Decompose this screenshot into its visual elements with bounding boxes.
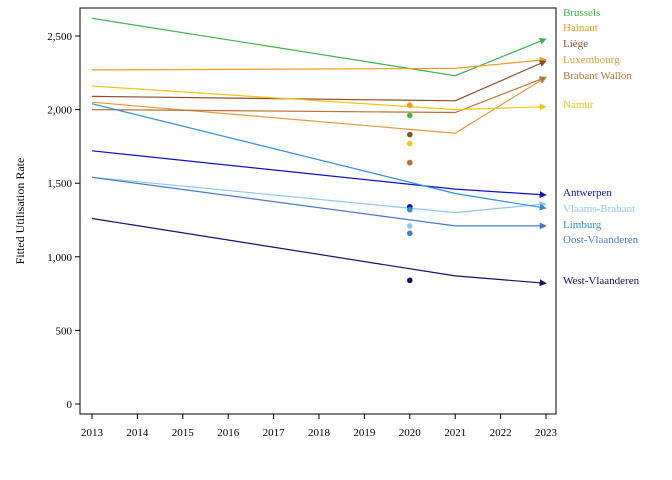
series-line-brussels [91,17,547,77]
point-2020-oost-vlaanderen [407,230,413,237]
x-tick-label: 2018 [308,427,331,439]
point-2020-brabant-wallon [407,159,413,166]
series-line-namur [91,85,547,111]
series-line-hainaut [91,56,547,71]
point-2020-brussels [407,112,413,119]
y-tick-label: 2,500 [47,31,72,43]
y-tick-label: 1,000 [47,252,72,264]
y-tick-label: 500 [56,325,73,337]
point-2020-vlaams-brabant [407,223,413,229]
axes: 0 500 1,000 1,500 2,000 2,500 2013 2014 2015 2016… [47,7,558,439]
y-tick-label: 1,500 [47,178,72,190]
series-label-brussels: Brussels [563,7,600,19]
series-line-brabant-wallon [91,76,547,114]
series-labels: Brussels Hainaut Liège Luxembourg Brabant Wa… [563,7,640,287]
series-label-namur: Namur [563,99,594,111]
series-line-liege [91,60,547,102]
series-label-luxembourg: Luxembourg [563,54,620,66]
series-label-antwerpen: Antwerpen [563,187,612,199]
x-tick-label: 2014 [126,427,149,439]
series-lines [91,17,547,287]
series-line-limburg [91,103,547,211]
y-axis-label: Fitted Utilisation Rate [13,158,27,265]
point-2020-liege [407,131,413,138]
point-2020-west-vlaanderen [407,277,413,284]
series-label-limburg: Limburg [563,219,602,231]
x-tick-label: 2016 [217,427,240,439]
y-tick-label: 2,000 [47,105,72,117]
series-label-brabant-wallon: Brabant Wallon [563,70,632,82]
point-2020-limburg [407,206,413,213]
x-tick-label: 2021 [444,427,466,439]
series-label-oost-vlaanderen: Oost-Vlaanderen [563,234,639,246]
x-tick-label: 2022 [490,427,512,439]
series-line-west-vlaanderen [91,217,547,287]
points-2020 [407,102,413,284]
plot-frame [79,7,557,415]
point-2020-hainaut [407,102,413,108]
x-tick-label: 2020 [399,427,422,439]
x-tick-label: 2017 [263,427,286,439]
x-tick-label: 2013 [81,427,104,439]
x-tick-label: 2015 [172,427,195,439]
series-label-hainaut: Hainaut [563,22,598,34]
series-line-vlaams-brabant [91,176,547,214]
series-line-antwerpen [91,150,547,199]
point-2020-namur [407,140,413,147]
x-tick-label: 2019 [353,427,376,439]
series-label-west-vlaanderen: West-Vlaanderen [563,275,640,287]
series-label-liege: Liège [563,38,588,50]
series-line-oost-vlaanderen [91,176,547,230]
x-tick-label: 2023 [535,427,558,439]
series-label-vlaams-brabant: Vlaams-Brabant [563,203,635,215]
series-line-luxembourg [91,76,547,134]
y-tick-label: 0 [67,399,73,411]
